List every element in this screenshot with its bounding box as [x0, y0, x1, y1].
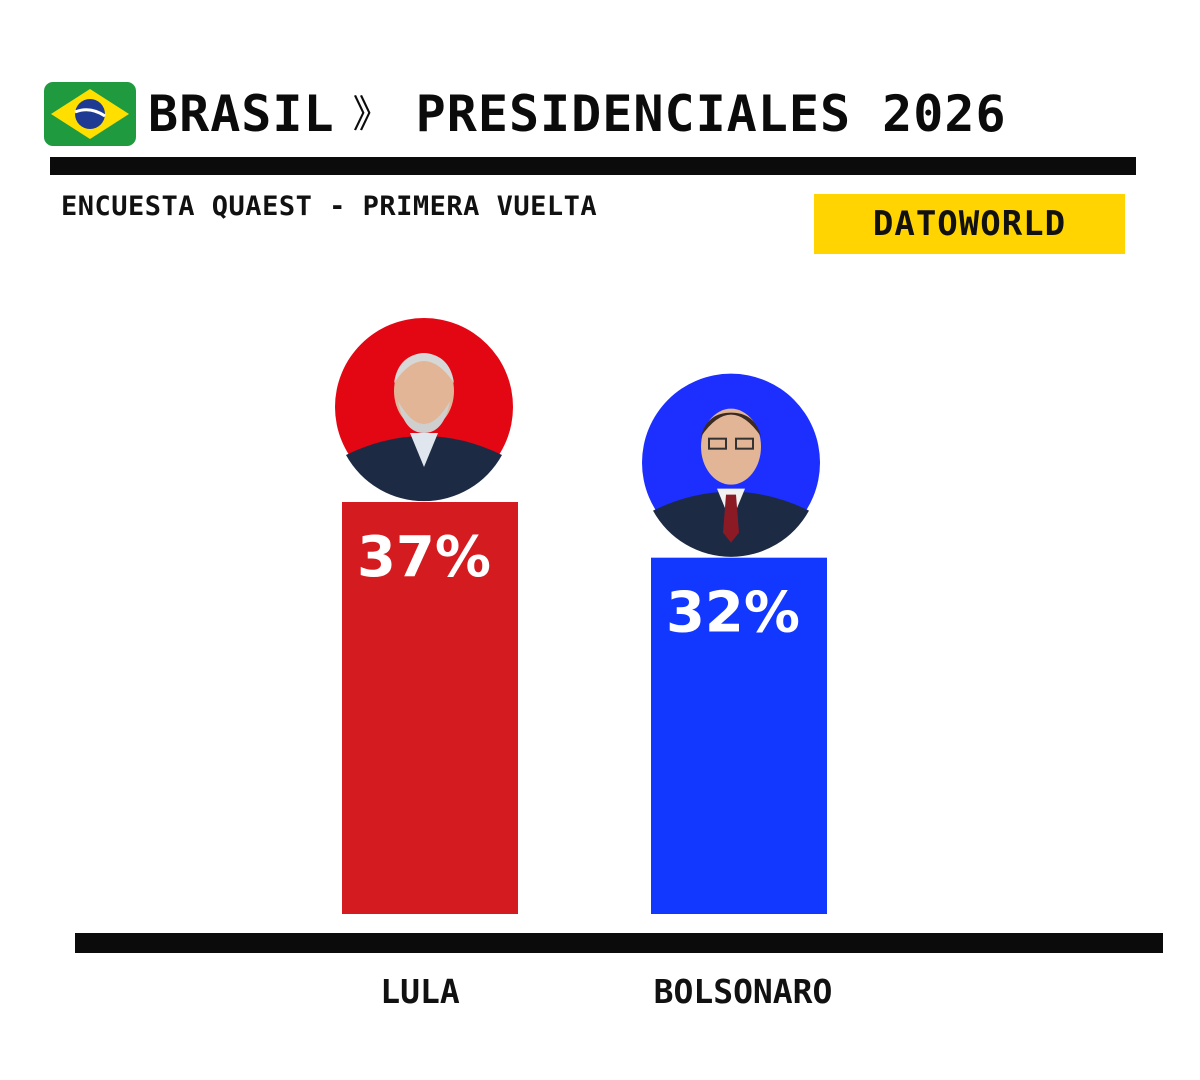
title-country: BRASIL — [148, 85, 335, 143]
header-rule — [50, 157, 1136, 175]
bolsonaro-portrait-icon — [642, 373, 820, 557]
title-election: PRESIDENCIALES 2026 — [415, 85, 1007, 143]
header: BRASIL 》 PRESIDENCIALES 2026 — [44, 76, 1154, 152]
title-separator: 》 — [352, 92, 392, 136]
category-label: BOLSONARO — [654, 972, 833, 1011]
subtitle: ENCUESTA QUAEST - PRIMERA VUELTA — [61, 191, 598, 222]
lula-portrait-icon — [335, 318, 513, 502]
bar-bolsonaro — [651, 557, 827, 914]
page-title: BRASIL 》 PRESIDENCIALES 2026 — [148, 76, 1007, 152]
bar-lula — [342, 502, 518, 914]
category-label: LULA — [380, 972, 460, 1011]
bar-value-label: 32% — [666, 581, 800, 646]
bar-value-label: 37% — [357, 525, 491, 590]
brazil-flag-icon — [44, 82, 136, 146]
brand-badge: DATOWORLD — [814, 194, 1125, 254]
chart-baseline — [75, 933, 1163, 953]
